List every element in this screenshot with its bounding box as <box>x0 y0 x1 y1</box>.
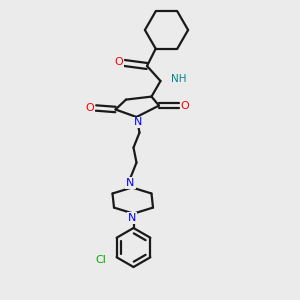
Text: O: O <box>181 100 190 111</box>
Text: O: O <box>85 103 94 113</box>
Text: N: N <box>128 213 136 223</box>
Text: N: N <box>126 178 135 188</box>
Text: Cl: Cl <box>95 255 106 265</box>
Text: N: N <box>134 117 142 128</box>
Text: NH: NH <box>171 74 187 85</box>
Text: O: O <box>114 57 123 68</box>
